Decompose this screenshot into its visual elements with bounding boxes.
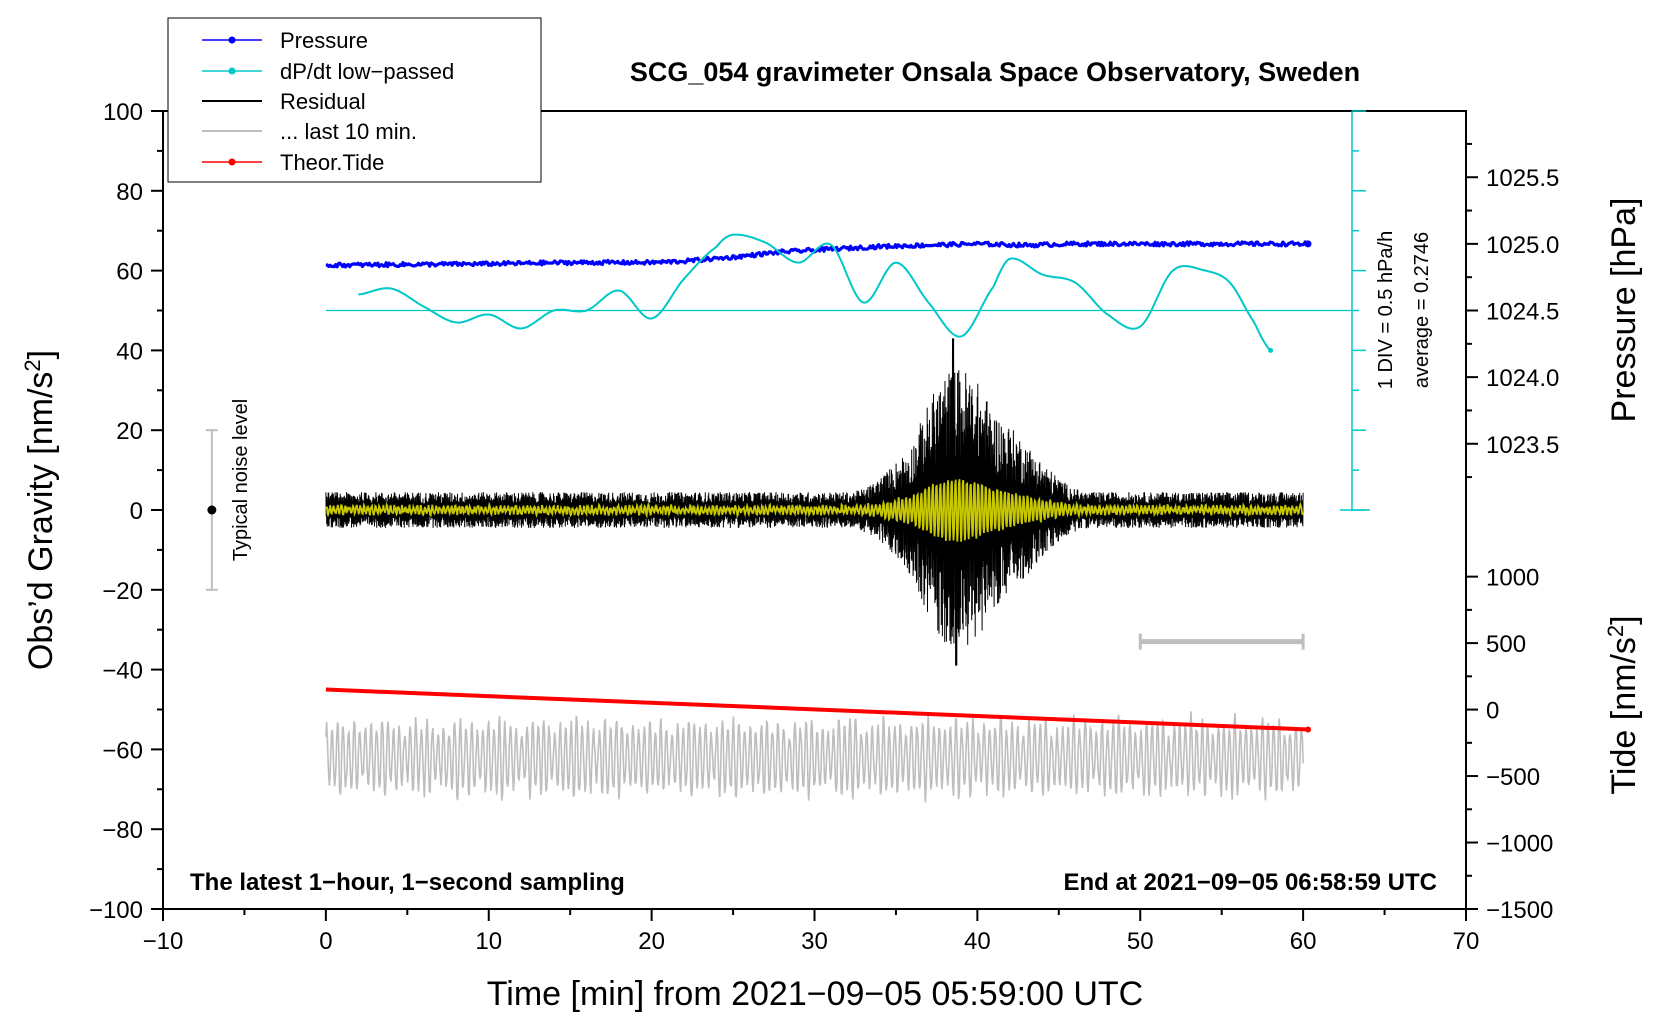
x-tick-label: 10	[475, 928, 502, 955]
last-10-min-series	[325, 711, 1304, 803]
pressure-end-marker	[1304, 240, 1312, 248]
y-tick-label: 60	[116, 259, 143, 286]
legend-pressure-marker	[228, 36, 236, 44]
y-axis-title-pressure: Pressure [hPa]	[1605, 198, 1643, 423]
legend: Pressure dP/dt low−passed Residual ... l…	[167, 17, 542, 183]
pressure-tick-label: 1024.0	[1486, 365, 1559, 392]
tide-tick-label: 500	[1486, 631, 1526, 658]
x-tick-label: 0	[319, 928, 332, 955]
tide-tick-label: −500	[1486, 764, 1540, 791]
legend-label-residual: Residual	[280, 89, 366, 114]
y-tick-label: −60	[102, 737, 143, 764]
legend-dpdt-marker	[228, 67, 236, 75]
average-note: average = 0.2746	[1411, 232, 1433, 388]
tide-tick-label: 0	[1486, 698, 1499, 725]
dpdt-series	[358, 233, 1272, 352]
x-tick-label: 60	[1290, 928, 1317, 955]
legend-label-pressure: Pressure	[280, 28, 368, 53]
legend-label-dpdt: dP/dt low−passed	[280, 59, 454, 84]
y-axis-title-tide: Tide [nm/s2]	[1603, 615, 1643, 794]
x-tick-label: −10	[143, 928, 184, 955]
pressure-tick-label: 1025.0	[1486, 232, 1559, 259]
noise-bar-center-dot	[207, 505, 217, 515]
tide-series	[325, 687, 1309, 732]
pressure-tick-label: 1023.5	[1486, 432, 1559, 459]
x-tick-label: 50	[1127, 928, 1154, 955]
y-tick-label: −100	[89, 897, 143, 924]
y-tick-label: 40	[116, 338, 143, 365]
y-tick-label: 0	[130, 498, 143, 525]
legend-label-tide: Theor.Tide	[280, 150, 384, 175]
footer-end-time: End at 2021−09−05 06:58:59 UTC	[1063, 869, 1437, 896]
x-tick-label: 20	[638, 928, 665, 955]
pressure-tick-label: 1024.5	[1486, 299, 1559, 326]
noise-level-label: Typical noise level	[230, 399, 252, 561]
ticks-layer: −10 0 10 20 30 40 50 60 70100806040200−20−40−60−…	[89, 99, 1559, 955]
y-tick-label: 20	[116, 418, 143, 445]
y-tick-label: −80	[102, 817, 143, 844]
chart-title: SCG_054 gravimeter Onsala Space Observat…	[630, 57, 1360, 87]
tide-end-marker	[1305, 726, 1312, 733]
legend-tide-marker	[228, 158, 236, 166]
tide-tick-label: −1000	[1486, 831, 1553, 858]
y-axis-title-left: Obs’d Gravity [nm/s2]	[20, 350, 60, 670]
footer-sampling-note: The latest 1−hour, 1−second sampling	[190, 869, 625, 896]
y-tick-label: 80	[116, 179, 143, 206]
x-tick-label: 70	[1453, 928, 1480, 955]
data-layer	[205, 233, 1352, 803]
tide-tick-label: 1000	[1486, 565, 1539, 592]
pressure-tick-label: 1025.5	[1486, 165, 1559, 192]
y-tick-label: −40	[102, 658, 143, 685]
dpdt-end-marker	[1268, 347, 1274, 353]
x-tick-label: 40	[964, 928, 991, 955]
x-axis-title: Time [min] from 2021−09−05 05:59:00 UTC	[487, 975, 1143, 1013]
legend-label-last10: ... last 10 min.	[280, 119, 417, 144]
residual-lowpassed-series	[325, 479, 1304, 542]
y-tick-label: 100	[103, 99, 143, 126]
x-tick-label: 30	[801, 928, 828, 955]
pressure-series	[325, 240, 1310, 269]
div-note: 1 DIV = 0.5 hPa/h	[1375, 231, 1397, 389]
y-tick-label: −20	[102, 578, 143, 605]
tide-tick-label: −1500	[1486, 897, 1553, 924]
